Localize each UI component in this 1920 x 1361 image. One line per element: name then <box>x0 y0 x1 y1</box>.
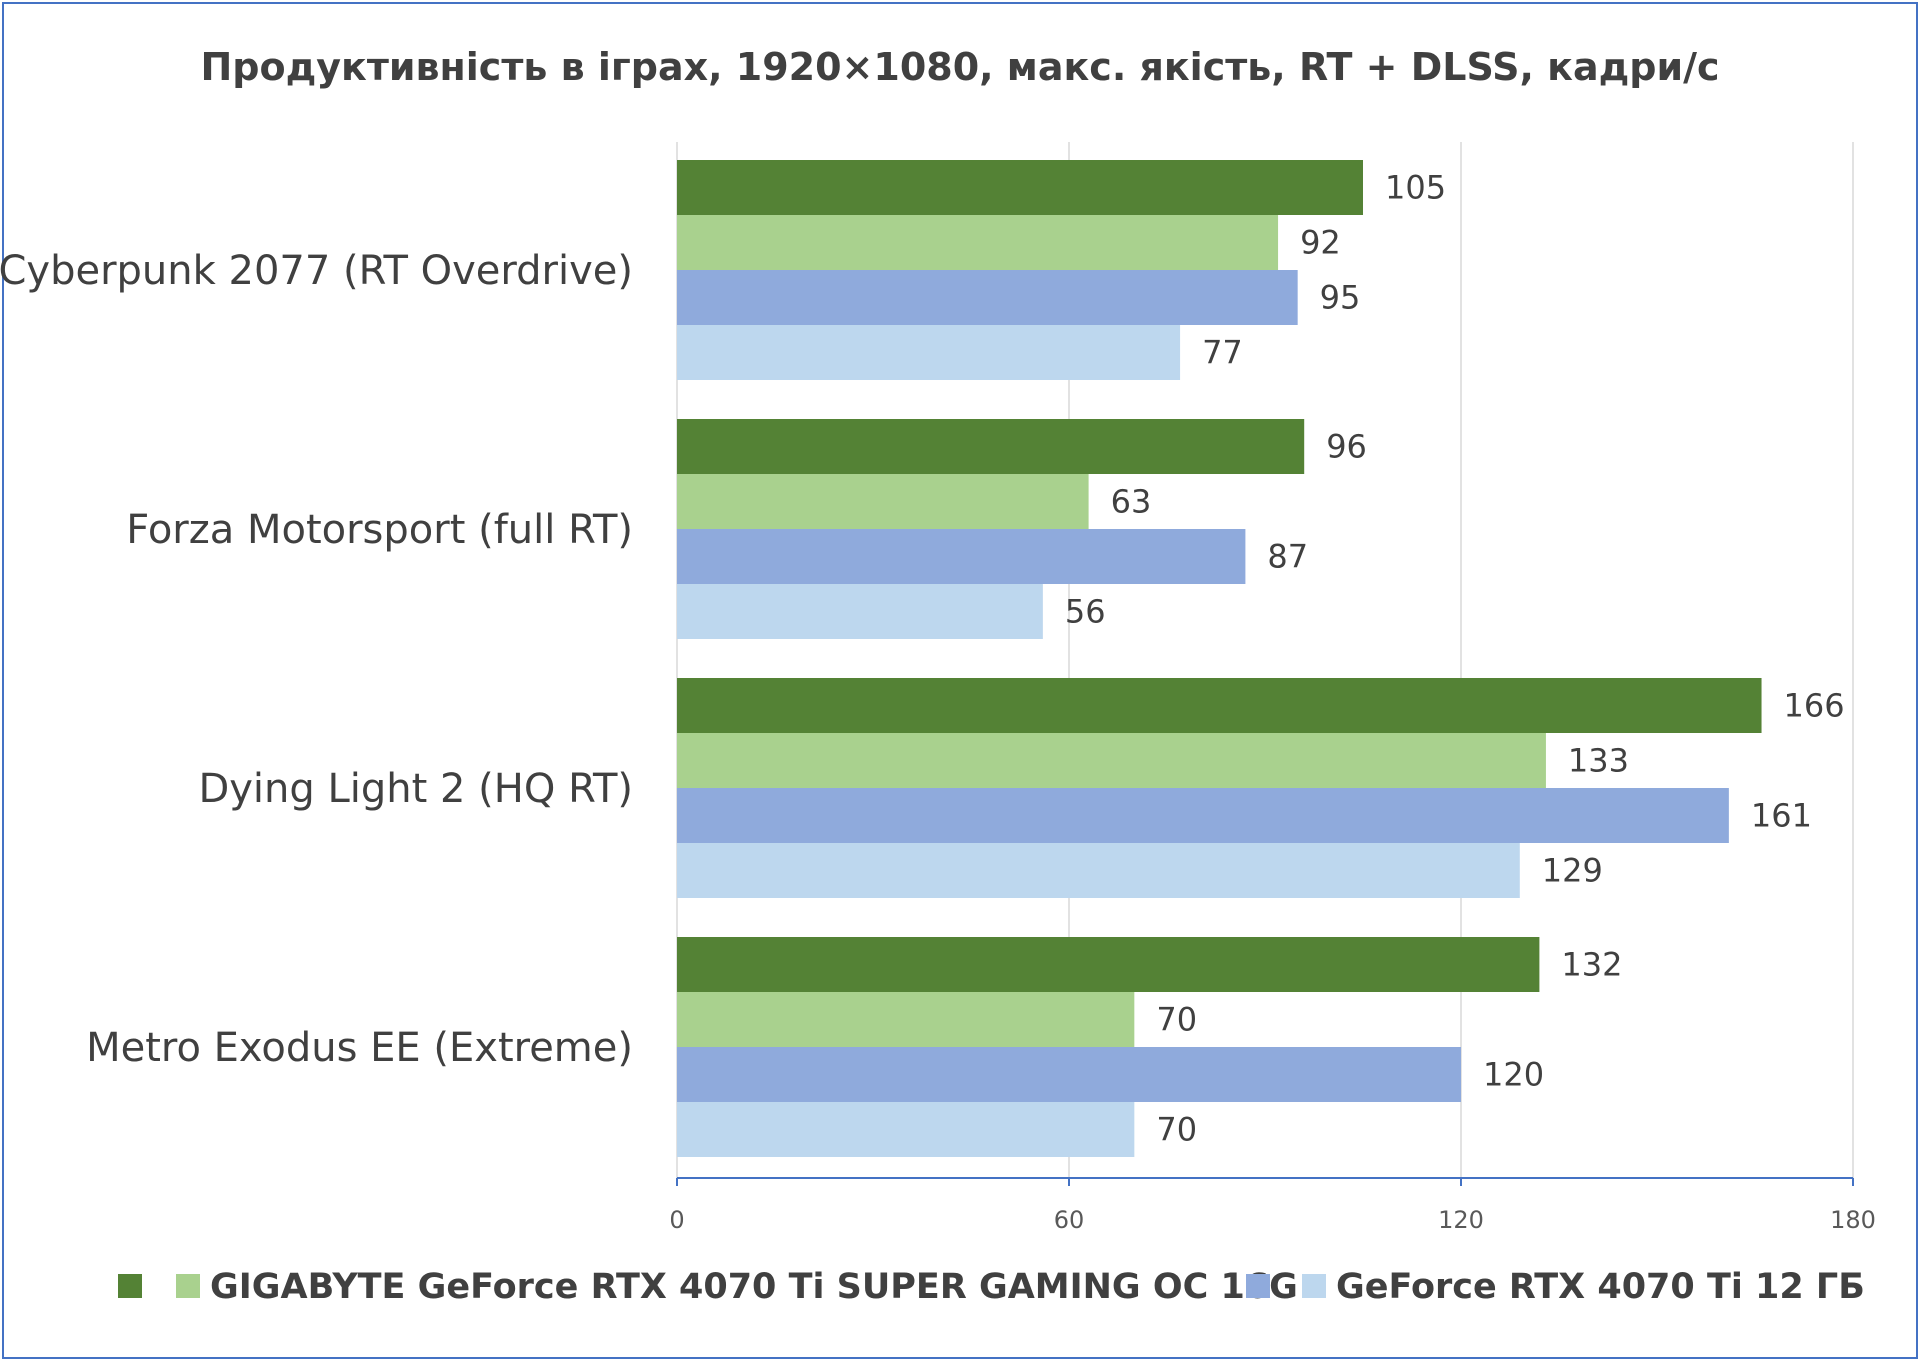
data-label: 120 <box>1483 1056 1544 1094</box>
legend-swatch <box>118 1274 142 1298</box>
legend-swatch <box>176 1274 200 1298</box>
x-tick-label: 60 <box>1054 1206 1085 1234</box>
data-label: 70 <box>1156 1111 1197 1149</box>
bar <box>677 325 1181 380</box>
legend: GIGABYTE GeForce RTX 4070 Ti SUPER GAMIN… <box>118 1267 1865 1307</box>
data-label: 87 <box>1267 538 1308 576</box>
bar <box>677 733 1546 788</box>
bar <box>677 270 1298 325</box>
bar <box>677 678 1762 733</box>
bar <box>677 992 1135 1047</box>
legend-swatch <box>1302 1274 1326 1298</box>
data-label: 92 <box>1300 224 1341 262</box>
legend-swatch <box>1246 1274 1270 1298</box>
data-label: 95 <box>1320 279 1361 317</box>
bar <box>677 843 1520 898</box>
data-label: 56 <box>1065 593 1106 631</box>
category-label: Dying Light 2 (HQ RT) <box>198 766 633 812</box>
data-label: 77 <box>1202 334 1243 372</box>
bar <box>677 529 1246 584</box>
bar <box>677 937 1540 992</box>
category-label: Metro Exodus EE (Extreme) <box>86 1025 633 1071</box>
bar <box>677 788 1729 843</box>
legend-label: GeForce RTX 4070 Ti 12 ГБ <box>1336 1267 1865 1307</box>
x-tick-label: 0 <box>669 1206 684 1234</box>
data-label: 132 <box>1561 946 1622 984</box>
data-label: 133 <box>1568 742 1629 780</box>
data-label: 63 <box>1111 483 1152 521</box>
category-label: Cyberpunk 2077 (RT Overdrive) <box>0 248 633 294</box>
chart-title: Продуктивність в іграх, 1920×1080, макс.… <box>200 45 1719 89</box>
bar <box>677 160 1363 215</box>
data-label: 129 <box>1542 852 1603 890</box>
data-label: 166 <box>1784 687 1845 725</box>
legend-label: GIGABYTE GeForce RTX 4070 Ti SUPER GAMIN… <box>210 1267 1298 1307</box>
data-label: 96 <box>1326 428 1367 466</box>
bar <box>677 474 1089 529</box>
bar <box>677 1047 1461 1102</box>
bar <box>677 1102 1135 1157</box>
data-label: 161 <box>1751 797 1812 835</box>
x-tick-label: 120 <box>1438 1206 1484 1234</box>
data-label: 70 <box>1156 1001 1197 1039</box>
bar <box>677 215 1279 270</box>
bars <box>677 160 1762 1157</box>
labels: Cyberpunk 2077 (RT Overdrive) 105 92 95 77 Fo… <box>0 169 1845 1149</box>
bar <box>677 419 1305 474</box>
bar <box>677 584 1043 639</box>
data-label: 105 <box>1385 169 1446 207</box>
x-axis: 0 60 120 180 <box>669 1177 1876 1234</box>
category-label: Forza Motorsport (full RT) <box>126 507 633 553</box>
x-tick-label: 180 <box>1830 1206 1876 1234</box>
